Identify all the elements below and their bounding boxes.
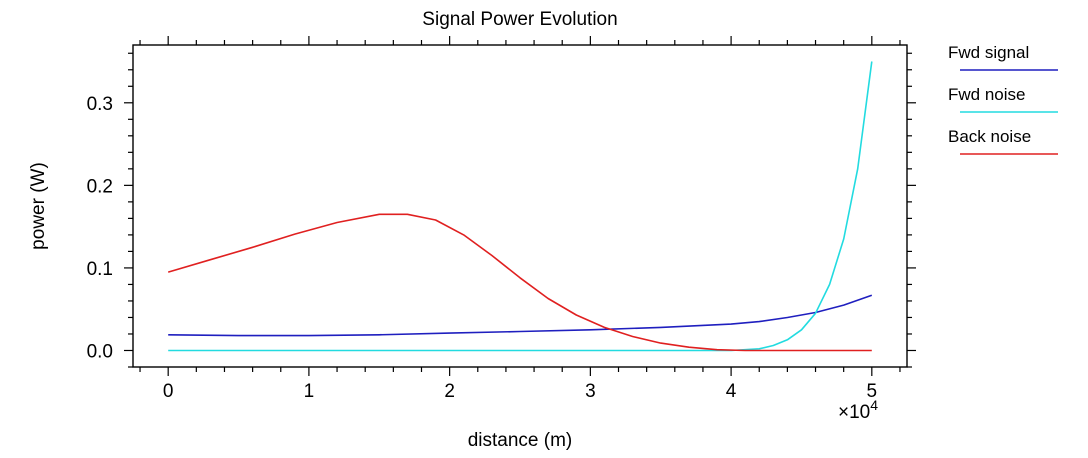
y-tick-label: 0.0: [87, 341, 113, 362]
x-tick-label: 3: [585, 381, 596, 402]
y-tick-label: 0.1: [87, 259, 113, 280]
series-line-back-noise: [167, 213, 872, 352]
x-tick-label: 2: [444, 381, 455, 402]
series-line-fwd-noise: [168, 61, 873, 352]
series-lines: [167, 61, 873, 352]
plot-axes: 0 1 2 3 4 5 0.0 0.1 0.2 0.3: [87, 36, 916, 402]
x-axis-multiplier: ×104: [838, 397, 878, 423]
x-multiplier-exponent: 4: [870, 397, 878, 413]
x-multiplier-base: ×10: [838, 402, 870, 423]
x-tick-label: 4: [726, 381, 737, 402]
chart-title: Signal Power Evolution: [422, 9, 617, 30]
x-tick-label: 0: [163, 381, 174, 402]
legend-label: Back noise: [948, 127, 1031, 146]
plot-frame: [132, 44, 908, 368]
y-tick-label: 0.3: [87, 94, 113, 115]
series-line-fwd-signal: [168, 294, 873, 337]
legend: Fwd signal Fwd noise Back noise: [948, 43, 1058, 155]
y-tick-label: 0.2: [87, 176, 113, 197]
y-axis-label: power (W): [28, 162, 49, 250]
x-tick-label: 1: [304, 381, 315, 402]
x-tick-label: 5: [867, 381, 878, 402]
legend-label: Fwd noise: [948, 85, 1025, 104]
legend-label: Fwd signal: [948, 43, 1029, 62]
x-axis-label: distance (m): [468, 430, 573, 451]
